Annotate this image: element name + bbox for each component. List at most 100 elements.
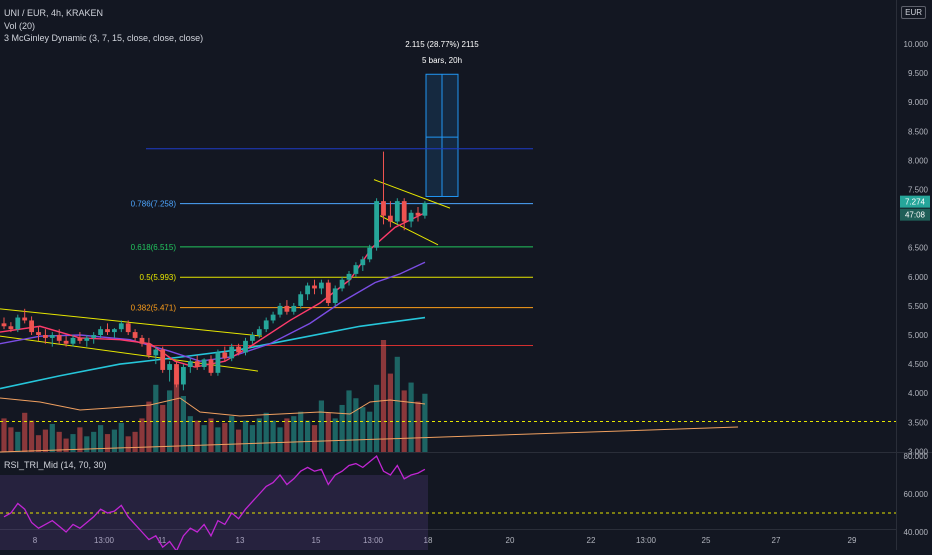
- volume-bar: [1, 418, 7, 452]
- currency-tag[interactable]: EUR: [901, 6, 926, 19]
- volume-bar: [139, 418, 145, 452]
- volume-bar: [311, 425, 318, 452]
- volume-bar: [201, 425, 207, 452]
- candle-body: [277, 305, 283, 315]
- volume-bar: [29, 420, 35, 452]
- volume-bar: [104, 434, 111, 452]
- candle-body: [298, 294, 304, 306]
- candle-body: [118, 323, 124, 330]
- y-tick-label: 10.000: [904, 40, 929, 49]
- candle-body: [208, 359, 214, 373]
- candle-body: [194, 361, 200, 368]
- candle-body: [401, 201, 407, 222]
- volume-bar: [194, 420, 200, 452]
- y-tick-label: 3.000: [908, 447, 929, 456]
- y-tick-label: 3.500: [908, 418, 929, 427]
- candle-body: [381, 201, 386, 216]
- volume-bar: [229, 416, 235, 452]
- volume-bar: [35, 435, 42, 452]
- measure-label: 5 bars, 20h: [422, 56, 462, 65]
- volume-bar: [84, 436, 90, 452]
- x-tick-label: 8: [33, 536, 38, 545]
- volume-bar: [56, 431, 62, 452]
- candle-body: [388, 215, 393, 222]
- volume-bar: [298, 411, 304, 452]
- volume-bar: [91, 431, 97, 452]
- volume-bar: [8, 427, 14, 452]
- x-tick-label: 20: [506, 536, 515, 545]
- x-tick-label: 29: [848, 536, 857, 545]
- volume-bar: [146, 401, 152, 452]
- volume-bar: [187, 416, 193, 452]
- candle-body: [187, 361, 193, 368]
- volume-bar: [215, 427, 221, 452]
- candle-body: [360, 259, 366, 266]
- candle-body: [181, 367, 186, 385]
- volume-bar: [277, 427, 283, 452]
- candle-body: [98, 329, 103, 335]
- countdown-tag: [900, 208, 930, 221]
- candle-body: [8, 326, 14, 330]
- volume-bar: [63, 438, 69, 452]
- rsi-legend-label[interactable]: RSI_TRI_Mid (14, 70, 30): [4, 460, 107, 470]
- volume-bar: [332, 418, 338, 452]
- candle-body: [49, 335, 55, 338]
- y-tick-label: 9.000: [908, 98, 929, 107]
- volume-indicator-label[interactable]: Vol (20): [4, 20, 36, 31]
- volume-bar: [236, 429, 242, 452]
- x-tick-label: 13:00: [636, 536, 657, 545]
- volume-bar: [263, 412, 269, 452]
- volume-bar: [132, 431, 138, 452]
- symbol-title[interactable]: UNI / EUR, 4h, KRAKEN: [4, 8, 104, 18]
- volume-bar: [49, 424, 55, 452]
- y-tick-label: 6.500: [908, 244, 929, 253]
- candle-body: [70, 337, 76, 344]
- y-tick-label: 6.000: [908, 273, 929, 282]
- volume-bar: [305, 420, 311, 452]
- volume-ma-line: [0, 397, 426, 417]
- x-tick-label: 27: [772, 536, 781, 545]
- volume-bar: [111, 429, 117, 452]
- x-tick-label: 18: [424, 536, 433, 545]
- x-tick-label: 13: [236, 536, 245, 545]
- y-tick-label: 4.500: [908, 360, 929, 369]
- x-tick-label: 25: [702, 536, 711, 545]
- volume-bar: [387, 373, 393, 452]
- volume-bar: [249, 425, 255, 452]
- candle-body: [36, 332, 41, 335]
- fib-level-label: 0.786(7.258): [131, 200, 177, 209]
- rsi-tick-label: 60.000: [904, 490, 929, 499]
- candle-body: [346, 273, 352, 280]
- candle-body: [250, 335, 255, 341]
- candle-body: [353, 265, 359, 274]
- fib-level-label: 0.382(5.471): [131, 304, 177, 313]
- volume-bar: [242, 420, 249, 452]
- volume-bar: [270, 420, 276, 452]
- trendline: [0, 308, 263, 337]
- candle-body: [125, 323, 131, 333]
- candle-body: [215, 352, 221, 373]
- candle-body: [153, 349, 159, 356]
- rsi-band: [0, 475, 428, 551]
- x-tick-label: 11: [158, 536, 167, 545]
- countdown-text: 47:08: [905, 211, 926, 220]
- volume-bar: [118, 422, 124, 452]
- volume-bar: [173, 368, 180, 452]
- volume-bar: [160, 404, 166, 452]
- volume-bar: [153, 384, 159, 452]
- trendline: [0, 335, 259, 372]
- volume-bar: [394, 356, 400, 452]
- candle-body: [332, 288, 338, 303]
- mcginley-indicator-label[interactable]: 3 McGinley Dynamic (3, 7, 15, close, clo…: [4, 33, 204, 43]
- candle-body: [270, 314, 276, 321]
- candle-body: [229, 346, 235, 359]
- volume-bar: [339, 404, 345, 452]
- candle-body: [236, 346, 241, 353]
- volume-bar: [70, 434, 76, 452]
- measure-label: 2.115 (28.77%) 2115: [405, 40, 479, 49]
- candle-body: [139, 337, 145, 344]
- y-tick-label: 7.500: [908, 186, 929, 195]
- volume-bar: [367, 411, 373, 452]
- volume-bar: [360, 407, 366, 452]
